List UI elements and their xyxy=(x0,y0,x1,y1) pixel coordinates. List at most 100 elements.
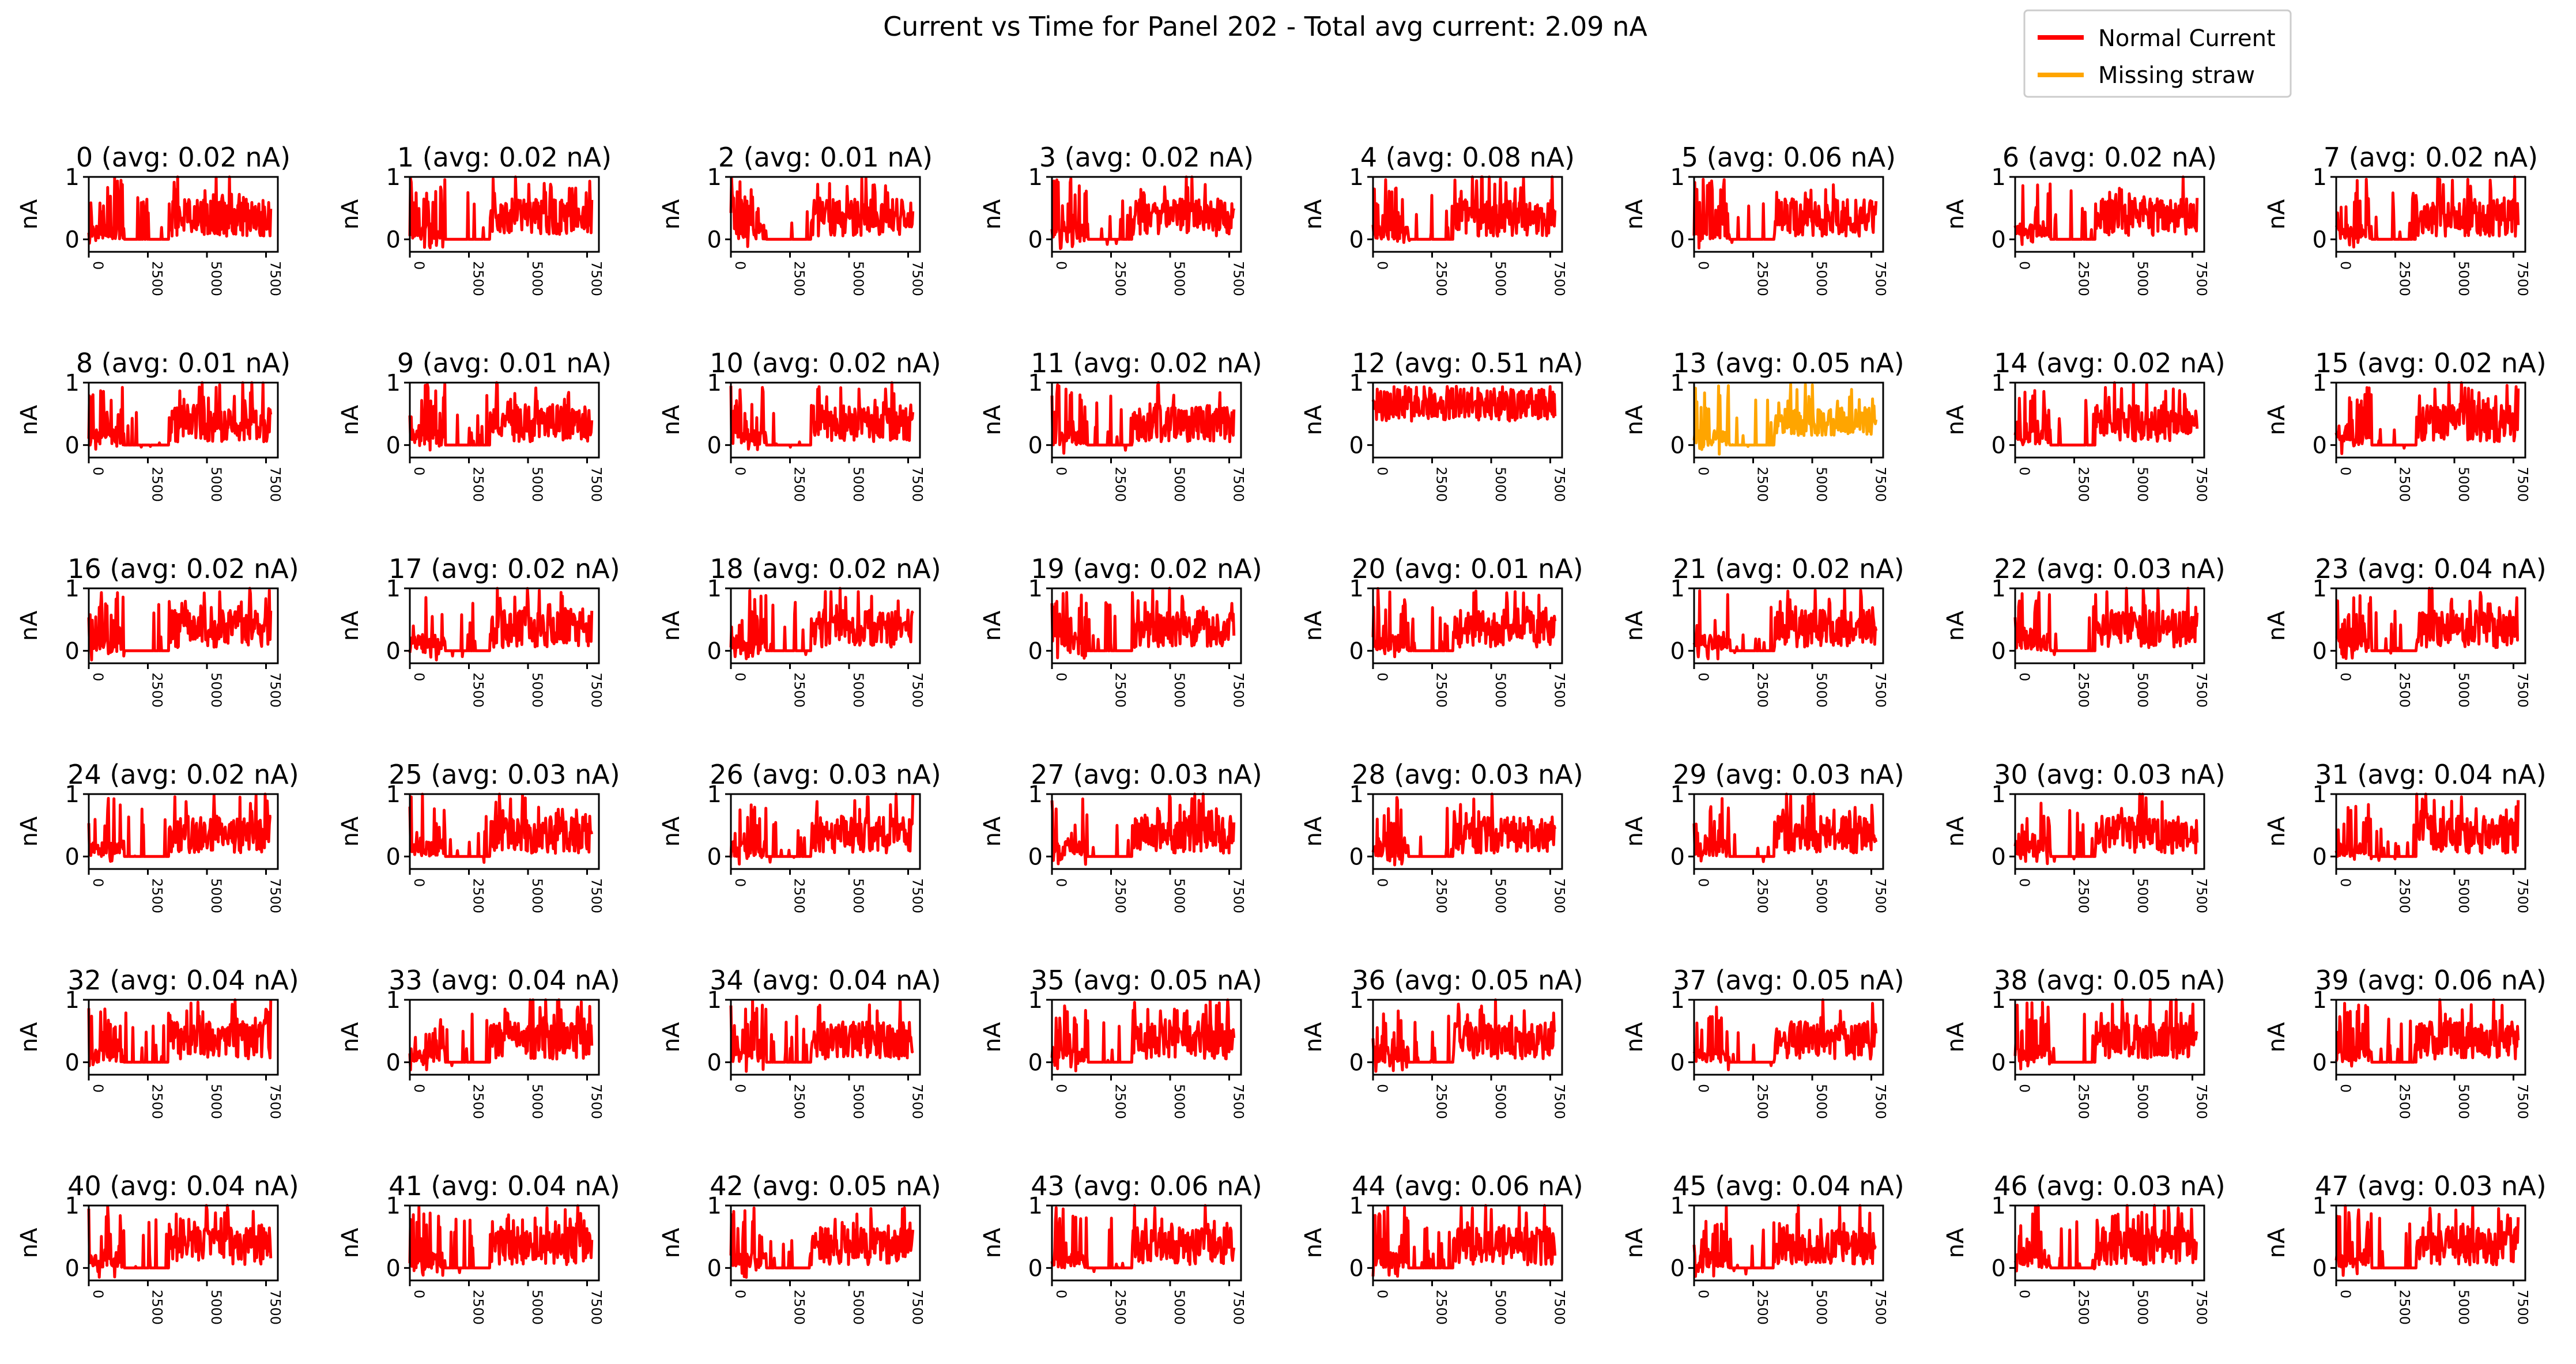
ytick-label-14-1: 1 xyxy=(1992,370,2006,396)
ytick-label-13-0: 0 xyxy=(1670,432,1685,459)
series-line-30 xyxy=(2013,792,2199,866)
axes-frame-16 xyxy=(88,587,279,664)
series-line-34 xyxy=(729,999,914,1073)
xtick-label-39-1: 2500 xyxy=(2397,1084,2413,1119)
xtick-label-43-3: 7500 xyxy=(1231,1290,1247,1325)
xtick-label-25-0: 0 xyxy=(411,878,427,887)
series-line-12 xyxy=(1371,384,1557,423)
xtick-label-28-0: 0 xyxy=(1374,878,1390,887)
axes-frame-21 xyxy=(1693,587,1884,664)
ytick-label-47-1: 1 xyxy=(2313,1193,2327,1219)
axes-frame-0 xyxy=(88,176,279,253)
xtick-label-43-2: 5000 xyxy=(1171,1290,1187,1325)
subplot-28: 28 (avg: 0.03 nA) 0 1 0 2500 5000 7500 nA xyxy=(1300,759,1583,913)
xtick-label-41-2: 5000 xyxy=(529,1290,545,1325)
xtick-label-2-3: 7500 xyxy=(910,261,926,296)
subplot-title-12: 12 (avg: 0.51 nA) xyxy=(1352,347,1583,379)
ytick-label-9-1: 1 xyxy=(386,370,401,396)
xtick-label-32-2: 5000 xyxy=(208,1084,224,1119)
axes-frame-41 xyxy=(409,1204,600,1282)
axes-frame-3 xyxy=(1051,176,1242,253)
xtick-label-12-2: 5000 xyxy=(1492,467,1508,502)
ytick-label-19-0: 0 xyxy=(1028,638,1043,664)
ylabel-43: nA xyxy=(979,1227,1006,1258)
xtick-label-40-3: 7500 xyxy=(267,1290,284,1325)
xtick-label-4-1: 2500 xyxy=(1434,261,1450,296)
ylabel-32: nA xyxy=(16,1022,43,1052)
ylabel-23: nA xyxy=(2264,610,2290,641)
subplot-20: 20 (avg: 0.01 nA) 0 1 0 2500 5000 7500 nA xyxy=(1300,553,1583,708)
subplot-43: 43 (avg: 0.06 nA) 0 1 0 2500 5000 7500 nA xyxy=(979,1170,1262,1325)
xtick-label-32-3: 7500 xyxy=(267,1084,284,1119)
subplot-title-22: 22 (avg: 0.03 nA) xyxy=(1994,553,2225,584)
xtick-label-31-2: 5000 xyxy=(2456,878,2472,913)
subplot-title-35: 35 (avg: 0.05 nA) xyxy=(1031,965,1262,996)
xtick-label-28-1: 2500 xyxy=(1434,878,1450,913)
series-line-44 xyxy=(1371,1204,1557,1278)
ylabel-36: nA xyxy=(1300,1022,1327,1052)
xtick-label-16-2: 5000 xyxy=(208,672,224,708)
series-line-22 xyxy=(2013,587,2199,656)
xtick-label-20-0: 0 xyxy=(1374,672,1390,681)
ytick-label-12-0: 0 xyxy=(1349,432,1364,459)
ytick-label-29-0: 0 xyxy=(1670,844,1685,870)
ylabel-26: nA xyxy=(658,816,685,847)
ytick-label-28-0: 0 xyxy=(1349,844,1364,870)
xtick-label-23-3: 7500 xyxy=(2515,672,2531,708)
ytick-label-23-1: 1 xyxy=(2313,576,2327,602)
subplot-title-36: 36 (avg: 0.05 nA) xyxy=(1352,965,1583,996)
ytick-label-3-1: 1 xyxy=(1028,164,1043,191)
xtick-label-28-3: 7500 xyxy=(1552,878,1568,913)
subplot-0: 0 (avg: 0.02 nA) 0 1 0 2500 5000 7500 nA xyxy=(16,142,291,296)
series-line-24 xyxy=(87,792,272,863)
xtick-label-15-1: 2500 xyxy=(2397,467,2413,502)
xtick-label-30-2: 5000 xyxy=(2134,878,2151,913)
ytick-label-26-0: 0 xyxy=(707,844,722,870)
ylabel-24: nA xyxy=(16,816,43,847)
xtick-label-30-1: 2500 xyxy=(2076,878,2092,913)
xtick-label-28-2: 5000 xyxy=(1492,878,1508,913)
subplot-24: 24 (avg: 0.02 nA) 0 1 0 2500 5000 7500 nA xyxy=(16,759,299,913)
xtick-label-0-3: 7500 xyxy=(267,261,284,296)
ytick-label-35-0: 0 xyxy=(1028,1049,1043,1076)
xtick-label-16-1: 2500 xyxy=(149,672,165,708)
subplot-37: 37 (avg: 0.05 nA) 0 1 0 2500 5000 7500 nA xyxy=(1621,965,1904,1119)
series-line-45 xyxy=(1692,1204,1877,1278)
subplot-40: 40 (avg: 0.04 nA) 0 1 0 2500 5000 7500 nA xyxy=(16,1170,299,1325)
ylabel-46: nA xyxy=(1943,1227,1969,1258)
axes-frame-39 xyxy=(2335,999,2526,1076)
series-line-14 xyxy=(2013,381,2199,447)
xtick-label-26-3: 7500 xyxy=(910,878,926,913)
subplot-title-44: 44 (avg: 0.06 nA) xyxy=(1352,1170,1583,1201)
subplot-title-9: 9 (avg: 0.01 nA) xyxy=(397,347,612,379)
xtick-label-39-2: 5000 xyxy=(2456,1084,2472,1119)
ylabel-3: nA xyxy=(979,199,1006,229)
ytick-label-5-1: 1 xyxy=(1670,164,1685,191)
axes-frame-23 xyxy=(2335,587,2526,664)
ytick-label-34-0: 0 xyxy=(707,1049,722,1076)
xtick-label-15-3: 7500 xyxy=(2515,467,2531,502)
xtick-label-5-0: 0 xyxy=(1695,261,1711,270)
axes-frame-46 xyxy=(2014,1204,2205,1282)
subplot-title-26: 26 (avg: 0.03 nA) xyxy=(710,759,941,790)
ytick-label-2-0: 0 xyxy=(707,226,722,253)
subplot-30: 30 (avg: 0.03 nA) 0 1 0 2500 5000 7500 nA xyxy=(1943,759,2226,913)
ytick-label-15-0: 0 xyxy=(2313,432,2327,459)
xtick-label-38-0: 0 xyxy=(2016,1084,2032,1093)
axes-frame-17 xyxy=(409,587,600,664)
axes-frame-28 xyxy=(1372,793,1563,870)
xtick-label-33-1: 2500 xyxy=(470,1084,486,1119)
series-line-38 xyxy=(2013,998,2198,1071)
xtick-label-27-3: 7500 xyxy=(1231,878,1247,913)
xtick-label-1-3: 7500 xyxy=(589,261,605,296)
subplot-1: 1 (avg: 0.02 nA) 0 1 0 2500 5000 7500 nA xyxy=(337,142,612,296)
axes-frame-7 xyxy=(2335,176,2526,253)
ytick-label-22-0: 0 xyxy=(1992,638,2006,664)
axes-frame-32 xyxy=(88,999,279,1076)
ytick-label-8-1: 1 xyxy=(65,370,80,396)
series-line-40 xyxy=(87,1204,273,1279)
xtick-label-9-2: 5000 xyxy=(529,467,545,502)
subplot-title-31: 31 (avg: 0.04 nA) xyxy=(2315,759,2546,790)
subplot-19: 19 (avg: 0.02 nA) 0 1 0 2500 5000 7500 nA xyxy=(979,553,1262,708)
subplot-39: 39 (avg: 0.06 nA) 0 1 0 2500 5000 7500 nA xyxy=(2264,965,2547,1119)
